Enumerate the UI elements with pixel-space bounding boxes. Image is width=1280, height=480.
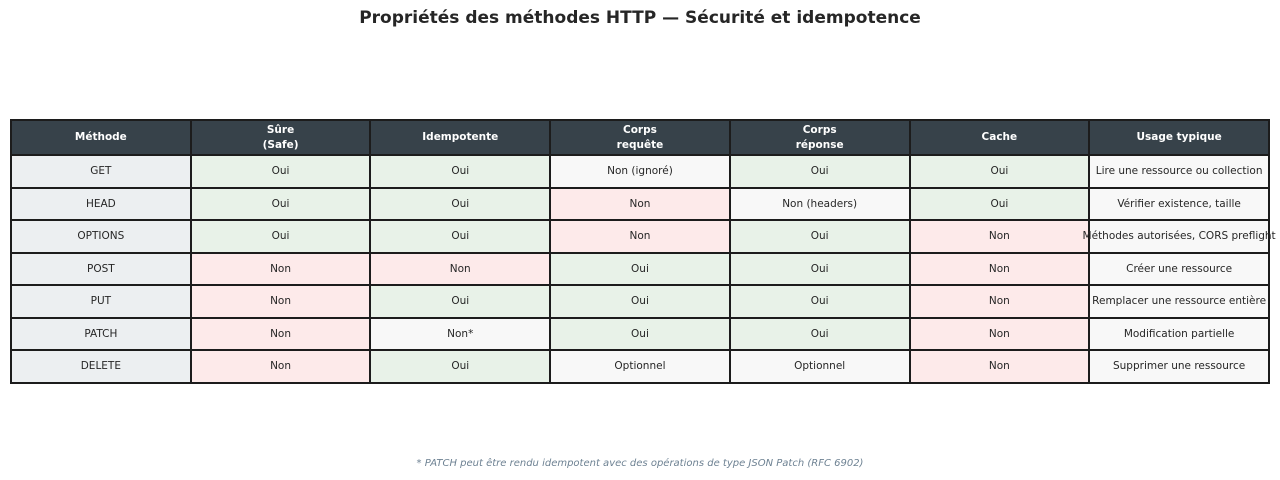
value-cell: Non	[189, 349, 372, 384]
method-cell: PATCH	[10, 316, 192, 351]
usage-text: Supprimer une ressource	[1112, 360, 1246, 373]
page-title: Propriétés des méthodes HTTP — Sécurité …	[359, 8, 921, 28]
column-header-cache: Cache	[908, 119, 1091, 156]
method-cell: DELETE	[10, 349, 192, 384]
value-cell: Oui	[908, 186, 1091, 221]
value-cell: Non	[369, 251, 552, 286]
value-cell: Non	[908, 349, 1091, 384]
usage-text: Lire une ressource ou collection	[1095, 165, 1263, 178]
method-cell: GET	[10, 154, 192, 189]
value-cell: Oui	[549, 316, 731, 351]
method-cell: PUT	[10, 284, 192, 319]
value-cell: Oui	[908, 154, 1091, 189]
table-row-options: OPTIONS Oui Oui Non Oui Non Méthodes aut…	[10, 219, 1276, 254]
value-cell: Non	[189, 284, 372, 319]
usage-cell: Vérifier existence, taille	[1088, 186, 1270, 221]
value-cell: Non	[908, 251, 1091, 286]
usage-cell: Lire une ressource ou collection	[1088, 154, 1270, 189]
usage-text: Remplacer une ressource entière	[1092, 295, 1267, 308]
method-cell: OPTIONS	[10, 219, 192, 254]
value-cell: Oui	[728, 154, 911, 189]
column-header-request-body: Corps requête	[549, 119, 731, 156]
value-cell: Non	[908, 219, 1091, 254]
value-cell: Non	[908, 284, 1091, 319]
value-cell: Non (ignoré)	[549, 154, 731, 189]
value-cell: Oui	[549, 284, 731, 319]
column-header-method: Méthode	[10, 119, 192, 156]
column-header-idempotent: Idempotente	[369, 119, 552, 156]
value-cell: Non*	[369, 316, 552, 351]
value-cell: Oui	[728, 284, 911, 319]
table-row-put: PUT Non Oui Oui Oui Non Remplacer une re…	[10, 284, 1270, 319]
usage-cell: Modification partielle	[1088, 316, 1270, 351]
value-cell: Oui	[728, 251, 911, 286]
column-header-response-body: Corps réponse	[728, 119, 911, 156]
value-cell: Oui	[549, 251, 731, 286]
column-header-usage: Usage typique	[1088, 119, 1270, 156]
usage-cell: Supprimer une ressource	[1088, 349, 1270, 384]
footnote: * PATCH peut être rendu idempotent avec …	[416, 458, 864, 469]
usage-cell: Méthodes autorisées, CORS preflight	[1082, 219, 1276, 254]
usage-text: Modification partielle	[1123, 327, 1235, 340]
value-cell: Non	[189, 316, 372, 351]
usage-cell: Créer une ressource	[1088, 251, 1270, 286]
value-cell: Non	[908, 316, 1091, 351]
table-row-head: HEAD Oui Oui Non Non (headers) Oui Vérif…	[10, 186, 1270, 221]
column-header-safe: Sûre (Safe)	[189, 119, 372, 156]
value-cell: Oui	[369, 284, 552, 319]
method-cell: HEAD	[10, 186, 192, 221]
method-cell: POST	[10, 251, 192, 286]
table-row-post: POST Non Non Oui Oui Non Créer une resso…	[10, 251, 1270, 286]
value-cell: Non	[549, 186, 731, 221]
http-methods-table: Méthode Sûre (Safe) Idempotente Corps re…	[10, 119, 1276, 384]
usage-text: Créer une ressource	[1126, 262, 1233, 275]
value-cell: Non	[189, 251, 372, 286]
value-cell: Oui	[189, 154, 372, 189]
value-cell: Oui	[369, 349, 552, 384]
table-row-patch: PATCH Non Non* Oui Oui Non Modification …	[10, 316, 1270, 351]
value-cell: Optionnel	[549, 349, 731, 384]
value-cell: Oui	[728, 219, 911, 254]
value-cell: Oui	[189, 219, 372, 254]
value-cell: Oui	[369, 186, 552, 221]
value-cell: Non (headers)	[728, 186, 911, 221]
value-cell: Non	[549, 219, 731, 254]
value-cell: Oui	[369, 154, 552, 189]
usage-text: Vérifier existence, taille	[1117, 197, 1241, 210]
value-cell: Oui	[189, 186, 372, 221]
usage-text: Méthodes autorisées, CORS preflight	[1082, 230, 1276, 243]
value-cell: Oui	[369, 219, 552, 254]
value-cell: Optionnel	[728, 349, 911, 384]
header-row: Méthode Sûre (Safe) Idempotente Corps re…	[10, 119, 1270, 156]
usage-cell: Remplacer une ressource entière	[1088, 284, 1270, 319]
properties-table: Méthode Sûre (Safe) Idempotente Corps re…	[10, 119, 1276, 384]
table-row-get: GET Oui Oui Non (ignoré) Oui Oui Lire un…	[10, 154, 1270, 189]
value-cell: Oui	[728, 316, 911, 351]
table-row-delete: DELETE Non Oui Optionnel Optionnel Non S…	[10, 349, 1270, 384]
